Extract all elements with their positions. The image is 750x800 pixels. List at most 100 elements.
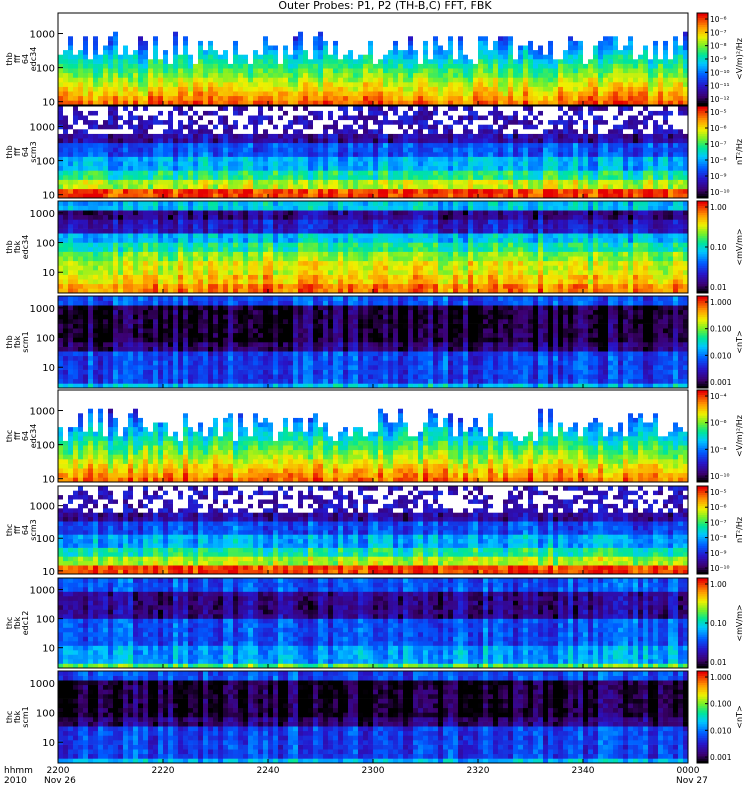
y-axis-label-line: fff — [13, 526, 22, 535]
colorbar-tick-label: 10⁻¹⁰ — [710, 188, 730, 197]
colorbar-tick-label: 0.100 — [710, 325, 732, 334]
y-tick-label: 1000 — [30, 502, 55, 513]
y-axis-label-line: edc12 — [21, 611, 30, 636]
y-axis-label-line: thb — [5, 240, 14, 253]
colorbar-tick-label: 10⁻¹⁰ — [710, 68, 730, 77]
spectrogram-image — [58, 296, 689, 389]
colorbar-tick-label: 10⁻⁷ — [710, 518, 727, 527]
colorbar-tick-label: 1.000 — [710, 298, 732, 307]
colorbar-tick-label: 0.01 — [710, 658, 727, 667]
x-tick-label: 2340 — [572, 766, 595, 776]
colorbar-tick-label: 10⁻⁴ — [710, 392, 727, 401]
colorbar-tick-label: 0.001 — [710, 378, 732, 387]
colorbar: 10⁻⁴ 10⁻⁶ 10⁻⁸ 10⁻¹⁰ <V/m)²/Hz — [696, 389, 744, 483]
x-tick-label: 2220 — [152, 766, 175, 776]
colorbar-tick-label: 10⁻¹⁰ — [710, 472, 730, 481]
y-axis-label: thb fbk edc34 — [5, 235, 30, 260]
colorbar-tick-label: 10⁻⁹ — [710, 55, 727, 64]
y-axis-label-line: 64 — [21, 431, 30, 441]
colorbar-tick-label: 1.00 — [710, 203, 727, 212]
y-tick-label: 1000 — [30, 407, 55, 418]
colorbar: 1.000 0.100 0.010 0.001 <nT> — [696, 295, 744, 389]
y-tick-label: 10 — [42, 644, 55, 655]
colorbar-tick-label: 0.010 — [710, 351, 732, 360]
colorbar-tick-label: 10⁻⁶ — [710, 419, 727, 428]
y-axis-label: thc fbk edc12 — [5, 611, 30, 636]
y-tick-label: 10 — [42, 191, 55, 202]
y-axis-label-line: fff — [13, 432, 22, 441]
y-axis-label-line: thc — [5, 711, 14, 724]
colorbar-label: nT²/Hz — [735, 517, 744, 543]
colorbar-tick-label: 0.001 — [710, 753, 732, 762]
colorbar-tick-label: 10⁻⁸ — [710, 156, 727, 165]
y-tick-label: 100 — [36, 239, 55, 250]
y-tick-label: 100 — [36, 709, 55, 720]
colorbar: 10⁻⁵ 10⁻⁶ 10⁻⁷ 10⁻⁸ 10⁻⁹ 10⁻¹⁰ nT²/Hz — [696, 485, 744, 575]
spectrogram-image — [58, 106, 689, 199]
colorbar-tick-label: 10⁻⁸ — [710, 445, 727, 454]
y-axis-label-line: scm1 — [21, 706, 30, 727]
y-axis-label-line: scm1 — [21, 331, 30, 352]
spectrogram-panel: 10 100 1000 thc fff 64 edc34 10⁻⁴ 10⁻⁶ 10⁻⁸ 10⁻¹⁰ <… — [5, 389, 744, 486]
colorbar-tick-label: 10⁻⁵ — [710, 488, 727, 497]
colorbar-label: nT²/Hz — [735, 139, 744, 165]
x-tick-label: 2320 — [467, 766, 490, 776]
x-row-label: 2010 — [4, 776, 27, 786]
x-tick-label: 2240 — [257, 766, 280, 776]
x-tick-label: 0000 — [677, 766, 700, 776]
colorbar-tick-label: 10⁻⁸ — [710, 534, 727, 543]
y-tick-label: 100 — [36, 157, 55, 168]
y-axis-label-line: fbk — [13, 335, 22, 348]
spectrogram-panel: 10 100 1000 thb fbk edc34 1.00 0.10 0.01 <mV/m> — [5, 200, 744, 294]
y-tick-label: 1000 — [30, 304, 55, 315]
colorbar-tick-label: 0.100 — [710, 700, 732, 709]
y-axis-label: thc fff 64 scm3 — [5, 519, 38, 540]
colorbar-tick-label: 0.10 — [710, 243, 727, 252]
x-tick-label: 2200 — [47, 766, 70, 776]
spectrogram-image — [58, 671, 689, 764]
spectrogram-panel: 10 100 1000 thc fbk scm1 1.000 0.100 0.010 0.001 <… — [5, 670, 744, 764]
spectrogram-image — [58, 201, 689, 294]
y-axis-label-line: thb — [5, 335, 14, 348]
y-tick-label: 10 — [42, 567, 55, 578]
x-row-label: hhmm — [4, 766, 33, 776]
y-axis-label: thb fbk scm1 — [5, 331, 30, 352]
x-tick-label: 2300 — [362, 766, 385, 776]
colorbar-tick-label: 10⁻⁹ — [710, 172, 727, 181]
colorbar-tick-label: 10⁻⁶ — [710, 503, 727, 512]
y-axis-label-line: scm3 — [29, 141, 38, 162]
y-axis-label-line: fff — [13, 148, 22, 157]
y-axis-label-line: edc34 — [29, 47, 38, 72]
colorbar-label: <V/m)²/Hz — [735, 38, 744, 80]
colorbar-tick-label: 10⁻⁵ — [710, 108, 727, 117]
spectrogram-panel: 10 100 1000 thc fbk edc12 1.00 0.10 0.01 <mV/m> — [5, 577, 744, 669]
colorbar-tick-label: 1.000 — [710, 673, 732, 682]
y-axis-label-line: thc — [5, 524, 14, 537]
y-axis-label-line: fff — [13, 55, 22, 64]
date-label: Nov 27 — [676, 776, 708, 786]
colorbar-label: <mV/m> — [735, 228, 744, 265]
y-tick-label: 100 — [36, 441, 55, 452]
colorbar-tick-label: 10⁻⁷ — [710, 140, 727, 149]
colorbar-tick-label: 10⁻¹¹ — [710, 82, 730, 91]
y-axis-label-line: 64 — [21, 525, 30, 535]
colorbar: 10⁻⁶ 10⁻⁷ 10⁻⁸ 10⁻⁹ 10⁻¹⁰ 10⁻¹¹ 10⁻¹² <V/m)²/Hz — [696, 12, 744, 106]
y-tick-label: 100 — [36, 615, 55, 626]
y-axis-label-line: thb — [5, 52, 14, 65]
y-axis-label: thc fff 64 edc34 — [5, 424, 38, 449]
colorbar-tick-label: 10⁻⁶ — [710, 15, 727, 24]
colorbar-tick-label: 10⁻⁸ — [710, 42, 727, 51]
colorbar-tick-label: 10⁻¹⁰ — [710, 564, 730, 573]
colorbar-tick-label: 0.010 — [710, 726, 732, 735]
y-axis-label-line: 64 — [21, 147, 30, 157]
y-axis-label: thb fff 64 edc34 — [5, 47, 38, 72]
y-axis-label: thc fbk scm1 — [5, 706, 30, 727]
colorbar-label: <V/m)²/Hz — [735, 415, 744, 457]
spectrogram-image — [58, 486, 689, 575]
y-tick-label: 1000 — [30, 30, 55, 41]
y-tick-label: 10 — [42, 475, 55, 486]
colorbar-tick-label: 10⁻⁷ — [710, 28, 727, 37]
